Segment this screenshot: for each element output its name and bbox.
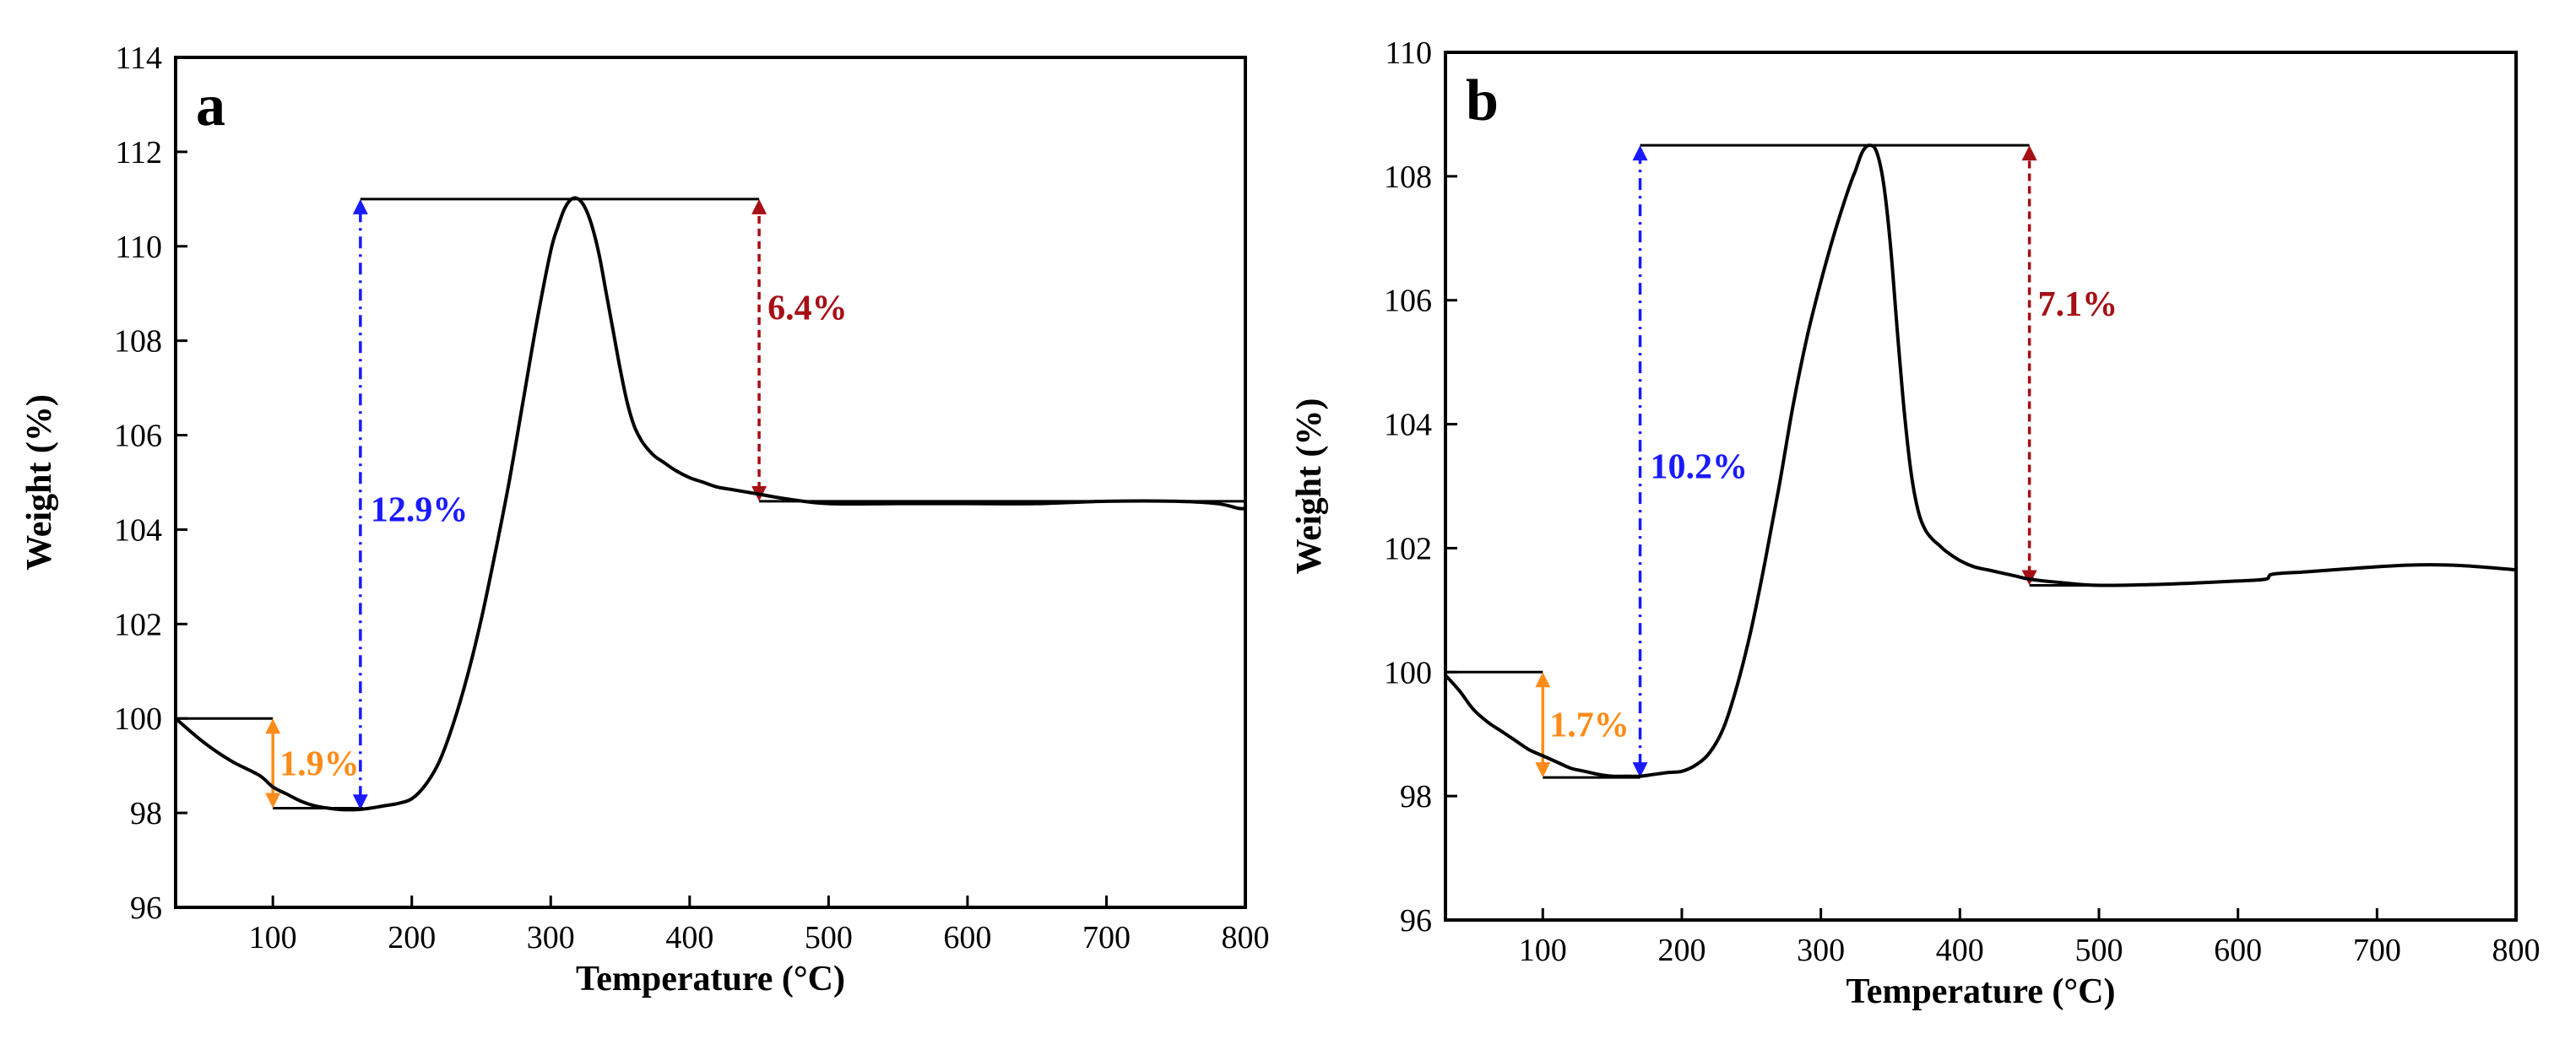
panel-label: a [196, 73, 225, 138]
arrowhead [1632, 145, 1648, 161]
x-tick-label: 300 [527, 920, 575, 955]
y-axis-label: Weight (%) [20, 394, 59, 571]
y-tick-label: 96 [1400, 903, 1432, 939]
x-tick-label: 400 [1936, 933, 1984, 968]
x-tick-label: 700 [1082, 920, 1131, 955]
arrowhead [751, 198, 767, 214]
y-tick-label: 100 [114, 701, 162, 737]
y-tick-label: 106 [1384, 284, 1432, 319]
y-tick-label: 108 [1384, 160, 1432, 195]
y-tick-label: 106 [114, 419, 162, 454]
y-tick-label: 104 [1384, 408, 1432, 443]
y-tick-label: 114 [115, 41, 162, 76]
y-tick-label: 112 [115, 135, 162, 170]
x-tick-label: 600 [2214, 933, 2262, 968]
arrowhead [265, 718, 281, 734]
mass-change-label: 12.9% [371, 491, 469, 530]
x-tick-label: 300 [1797, 933, 1845, 968]
y-tick-label: 100 [1384, 655, 1432, 690]
x-axis-label: Temperature (°C) [1847, 972, 2116, 1011]
x-axis-label: Temperature (°C) [576, 960, 845, 999]
x-tick-label: 500 [2074, 933, 2123, 968]
tg-curve [1444, 143, 2517, 778]
y-tick-label: 104 [114, 512, 162, 548]
arrowhead [352, 794, 368, 810]
tg-curve [174, 196, 1246, 812]
y-tick-label: 102 [1384, 531, 1432, 566]
y-tick-label: 98 [1400, 779, 1432, 815]
mass-change-label: 6.4% [767, 290, 848, 328]
arrowhead [1535, 672, 1551, 688]
y-tick-label: 96 [130, 890, 162, 926]
arrowhead [265, 793, 281, 809]
y-tick-label: 98 [130, 796, 162, 831]
y-tick-label: 110 [115, 230, 162, 265]
x-tick-label: 100 [1519, 933, 1567, 968]
x-tick-label: 800 [1222, 920, 1270, 955]
x-tick-label: 200 [1657, 933, 1706, 968]
arrowhead [2021, 145, 2037, 161]
arrowhead [1535, 762, 1551, 778]
x-tick-label: 800 [2492, 933, 2541, 968]
panel-a: 100 200 300 400 500 600 700 800 96 98 100 102 104 106… [20, 41, 1270, 999]
x-tick-label: 100 [249, 920, 297, 955]
arrowhead [1632, 762, 1648, 778]
panel-b: 100 200 300 400 500 600 700 800 96 98 100 102 104 106… [1290, 35, 2541, 1011]
x-tick-label: 500 [805, 920, 853, 955]
plot-frame [174, 56, 1247, 909]
x-tick-label: 700 [2353, 933, 2401, 968]
mass-change-label: 10.2% [1651, 448, 1749, 487]
mass-change-label: 1.9% [279, 744, 360, 783]
arrowhead [352, 198, 368, 214]
mass-change-label: 7.1% [2038, 285, 2118, 324]
y-tick-label: 102 [114, 607, 162, 642]
y-axis-label: Weight (%) [1290, 398, 1329, 575]
y-tick-label: 108 [114, 324, 162, 360]
mass-change-label: 1.7% [1549, 706, 1630, 745]
x-tick-label: 400 [665, 920, 713, 955]
panel-label: b [1466, 68, 1499, 133]
y-tick-label: 110 [1385, 35, 1432, 71]
plot-frame [1444, 51, 2518, 922]
x-tick-label: 200 [388, 920, 436, 955]
x-tick-label: 600 [943, 920, 991, 955]
